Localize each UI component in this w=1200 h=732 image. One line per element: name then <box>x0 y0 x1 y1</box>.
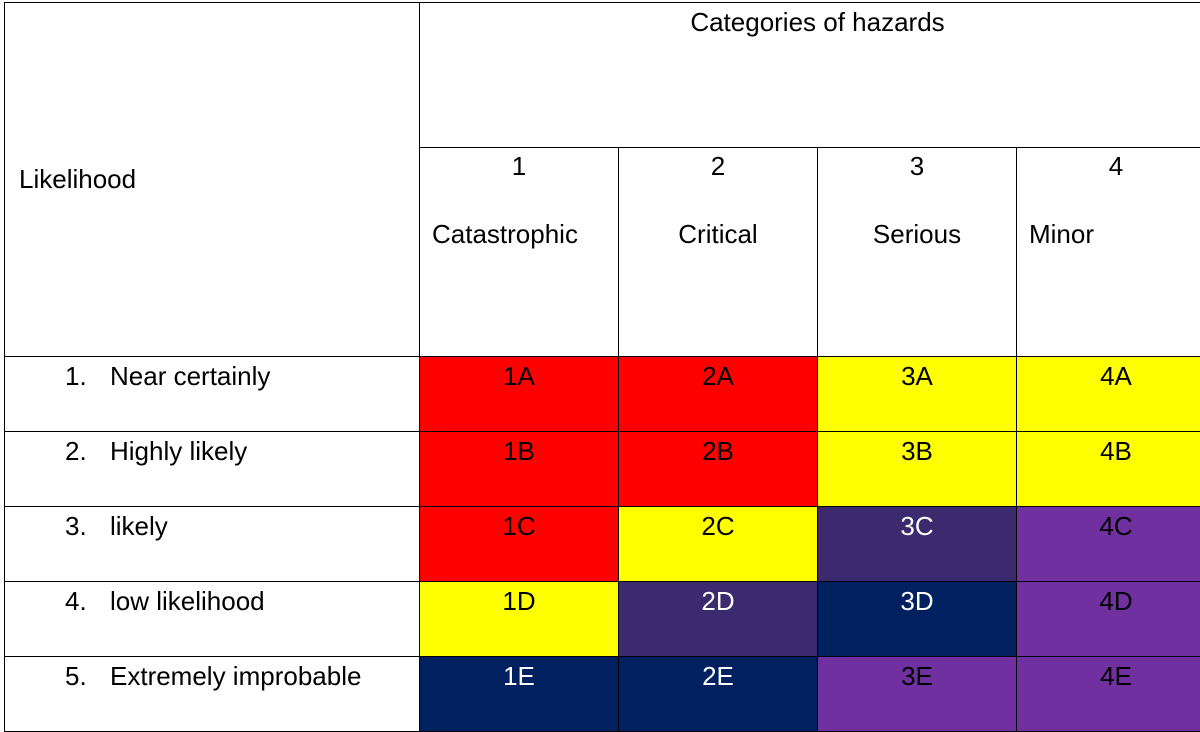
risk-cell: 2B <box>619 432 818 507</box>
category-name: Minor <box>1017 219 1200 249</box>
likelihood-number: 5. <box>65 661 110 692</box>
risk-cell: 3C <box>818 507 1017 582</box>
risk-cell: 1A <box>420 357 619 432</box>
likelihood-text: low likelihood <box>110 586 265 616</box>
category-name: Catastrophic <box>420 198 592 270</box>
risk-matrix-table: Likelihood Categories of hazards 1 Catas… <box>4 2 1200 732</box>
category-name: Critical <box>619 219 817 249</box>
category-name: Serious <box>818 219 1016 249</box>
risk-cell: 4A <box>1017 357 1200 432</box>
likelihood-label: 5.Extremely improbable <box>5 657 420 732</box>
category-number: 3 <box>818 148 1016 219</box>
category-number: 4 <box>1017 148 1200 219</box>
risk-cell: 3E <box>818 657 1017 732</box>
likelihood-label: 2.Highly likely <box>5 432 420 507</box>
risk-cell: 2E <box>619 657 818 732</box>
likelihood-number: 4. <box>65 586 110 617</box>
likelihood-text: Extremely improbable <box>110 661 361 691</box>
likelihood-label: 4.low likelihood <box>5 582 420 657</box>
risk-cell: 1B <box>420 432 619 507</box>
risk-cell: 4B <box>1017 432 1200 507</box>
category-number: 2 <box>619 148 817 219</box>
likelihood-text: Near certainly <box>110 361 270 391</box>
risk-cell: 2C <box>619 507 818 582</box>
risk-cell: 3B <box>818 432 1017 507</box>
risk-cell: 1E <box>420 657 619 732</box>
category-4: 4 Minor <box>1017 148 1200 357</box>
likelihood-header: Likelihood <box>5 3 420 357</box>
likelihood-label: 1.Near certainly <box>5 357 420 432</box>
likelihood-number: 3. <box>65 511 110 542</box>
likelihood-text: likely <box>110 511 168 541</box>
risk-cell: 4E <box>1017 657 1200 732</box>
risk-cell: 4D <box>1017 582 1200 657</box>
risk-cell: 2A <box>619 357 818 432</box>
risk-cell: 2D <box>619 582 818 657</box>
likelihood-label: 3.likely <box>5 507 420 582</box>
likelihood-number: 1. <box>65 361 110 392</box>
risk-cell: 3A <box>818 357 1017 432</box>
likelihood-number: 2. <box>65 436 110 467</box>
category-3: 3 Serious <box>818 148 1017 357</box>
header-row: Likelihood Categories of hazards <box>5 3 1200 148</box>
risk-cell: 1C <box>420 507 619 582</box>
risk-cell: 1D <box>420 582 619 657</box>
likelihood-header-text: Likelihood <box>19 164 136 194</box>
likelihood-text: Highly likely <box>110 436 247 466</box>
categories-title: Categories of hazards <box>420 3 1200 148</box>
category-1: 1 Catastrophic <box>420 148 619 357</box>
risk-cell: 3D <box>818 582 1017 657</box>
category-2: 2 Critical <box>619 148 818 357</box>
risk-cell: 4C <box>1017 507 1200 582</box>
